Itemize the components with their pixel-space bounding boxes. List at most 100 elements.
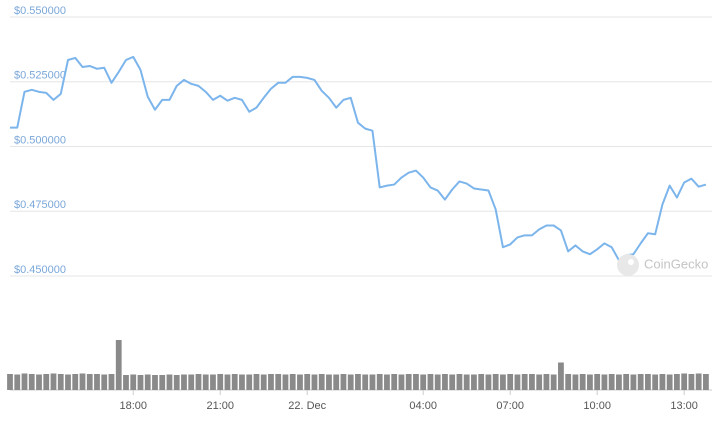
volume-bar: [318, 374, 325, 390]
watermark-text: CoinGecko: [644, 256, 708, 271]
volume-bar: [108, 374, 115, 390]
volume-bar: [326, 374, 332, 390]
volume-bar: [333, 374, 340, 390]
y-tick-label: $0.450000: [14, 264, 66, 276]
volume-bar: [231, 374, 238, 390]
volume-bar: [304, 374, 311, 390]
volume-bar: [275, 374, 282, 390]
volume-bar: [398, 374, 405, 390]
volume-bar: [630, 374, 637, 390]
volume-bar: [558, 362, 564, 390]
volume-bar: [594, 374, 601, 390]
volume-bar: [485, 374, 492, 390]
volume-bar: [188, 374, 195, 390]
volume-bar: [130, 374, 137, 390]
volume-bar: [57, 374, 64, 390]
volume-bar: [565, 374, 572, 390]
volume-bar: [94, 374, 100, 390]
volume-bar: [695, 373, 702, 390]
volume-bar: [123, 375, 129, 390]
volume-bar: [601, 374, 608, 390]
x-tick-label: 22. Dec: [288, 400, 326, 412]
volume-bar: [587, 374, 593, 390]
volume-bar: [384, 374, 390, 390]
y-tick-label: $0.525000: [14, 70, 66, 82]
volume-bar: [202, 374, 209, 390]
volume-bar: [79, 373, 86, 390]
volume-bar: [391, 374, 398, 390]
volume-bar: [681, 373, 688, 390]
y-tick-label: $0.500000: [14, 134, 66, 146]
plot-layer: $0.450000 $0.475000 $0.500000 $0.525000 $0.5…: [7, 5, 712, 412]
watermark-logo: [617, 254, 639, 276]
volume-bar: [166, 374, 173, 390]
volume-bar: [652, 374, 659, 390]
volume-bar: [260, 374, 267, 390]
volume-bar: [369, 374, 376, 390]
volume-bar: [239, 374, 245, 390]
volume-bar: [355, 374, 361, 390]
volume-bar: [608, 374, 615, 390]
volume-bar: [246, 374, 253, 390]
volume-bar: [478, 374, 485, 390]
volume-bar: [115, 340, 122, 390]
volume-bar: [637, 374, 644, 390]
volume-bar: [427, 374, 434, 390]
y-tick-label: $0.475000: [14, 199, 66, 211]
volume-bar: [500, 374, 506, 390]
volume-bar: [471, 374, 477, 390]
volume-bar: [376, 374, 383, 390]
volume-bar: [21, 373, 28, 390]
volume-bar: [362, 374, 369, 390]
volume-bar: [297, 374, 303, 390]
volume-bar: [36, 374, 42, 390]
volume-bar: [536, 374, 543, 390]
volume-bar: [282, 374, 289, 390]
volume-bar: [434, 374, 441, 390]
volume-bar: [173, 375, 180, 390]
volume-bar: [152, 375, 158, 390]
y-tick-label: $0.550000: [14, 5, 66, 17]
volume-bar: [65, 374, 71, 390]
volume-bar: [623, 374, 630, 390]
price-line: [10, 55, 707, 262]
volume-bar: [543, 374, 550, 390]
x-tick-label: 10:00: [583, 400, 611, 412]
volume-bar: [137, 375, 144, 390]
volume-bar: [659, 374, 666, 390]
watermark-logo-eye: [628, 259, 634, 265]
volume-bar: [195, 374, 202, 390]
volume-bar: [50, 373, 57, 390]
volume-bar: [688, 374, 695, 390]
volume-bar: [28, 374, 35, 390]
volume-bar: [514, 374, 521, 390]
volume-bar: [72, 374, 79, 390]
volume-bar: [463, 374, 470, 390]
volume-bar: [666, 374, 673, 390]
volume-bar: [311, 374, 318, 390]
volume-bar: [572, 374, 579, 390]
volume-bar: [159, 375, 166, 390]
volume-bar: [101, 374, 108, 390]
volume-bar: [86, 374, 93, 390]
volume-bar: [43, 374, 50, 390]
volume-bar: [492, 374, 499, 390]
volume-bar: [645, 374, 651, 390]
volume-bar: [217, 374, 224, 390]
volume-bar: [253, 374, 260, 390]
volume-bar: [456, 374, 463, 390]
volume-bar: [340, 374, 347, 390]
volume-bar: [507, 374, 514, 390]
volume-bar: [449, 374, 456, 390]
volume-bar: [181, 374, 187, 390]
volume-bar: [521, 374, 528, 390]
x-tick-label: 04:00: [409, 400, 437, 412]
watermark: CoinGecko: [617, 254, 708, 276]
volume-bar: [268, 374, 274, 390]
volume-bar: [550, 374, 557, 390]
volume-bar: [703, 374, 709, 390]
volume-bar: [347, 374, 354, 390]
volume-bar: [224, 374, 231, 390]
volume-bar: [210, 374, 216, 390]
